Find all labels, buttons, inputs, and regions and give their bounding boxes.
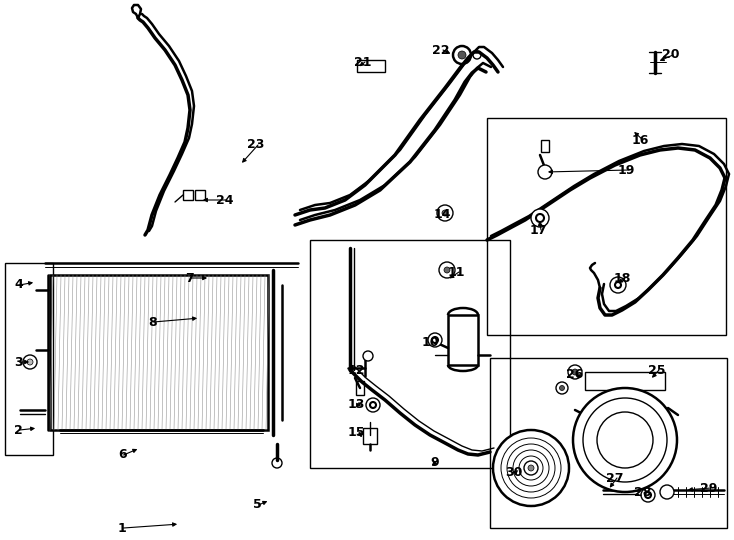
- Circle shape: [559, 386, 564, 390]
- Text: 8: 8: [148, 315, 156, 328]
- Circle shape: [641, 488, 655, 502]
- Text: 18: 18: [614, 272, 631, 285]
- Text: 1: 1: [118, 522, 127, 535]
- Bar: [585, 372, 665, 390]
- Circle shape: [458, 51, 466, 59]
- Text: 11: 11: [448, 266, 465, 279]
- Bar: [490, 358, 727, 528]
- Text: 17: 17: [530, 224, 548, 237]
- Bar: [357, 60, 385, 72]
- Text: 10: 10: [422, 335, 440, 348]
- Text: 3: 3: [14, 355, 23, 368]
- Bar: [541, 140, 549, 152]
- Circle shape: [615, 282, 621, 288]
- Circle shape: [27, 359, 33, 365]
- Bar: [5, 263, 53, 455]
- Text: 29: 29: [700, 482, 717, 495]
- Bar: [448, 315, 478, 365]
- Circle shape: [428, 333, 442, 347]
- Bar: [356, 381, 364, 395]
- Text: 15: 15: [348, 426, 366, 438]
- Circle shape: [573, 388, 677, 492]
- Text: 30: 30: [505, 465, 523, 478]
- Circle shape: [370, 402, 376, 408]
- Circle shape: [442, 210, 448, 216]
- Circle shape: [432, 337, 438, 343]
- Bar: [363, 428, 377, 444]
- Circle shape: [437, 205, 453, 221]
- Circle shape: [556, 382, 568, 394]
- Text: 27: 27: [606, 471, 623, 484]
- Circle shape: [610, 277, 626, 293]
- Circle shape: [444, 267, 450, 273]
- Text: 25: 25: [648, 363, 666, 376]
- Text: 21: 21: [354, 56, 371, 69]
- Text: 7: 7: [185, 272, 194, 285]
- Text: 12: 12: [348, 363, 366, 376]
- Bar: [310, 240, 510, 468]
- Text: 19: 19: [618, 164, 636, 177]
- Text: 2: 2: [14, 423, 23, 436]
- Circle shape: [531, 209, 549, 227]
- Circle shape: [363, 351, 373, 361]
- Circle shape: [660, 485, 674, 499]
- Text: 24: 24: [216, 193, 233, 206]
- Circle shape: [572, 369, 578, 375]
- Text: 16: 16: [632, 133, 650, 146]
- Text: 26: 26: [566, 368, 584, 381]
- Circle shape: [23, 355, 37, 369]
- Text: 23: 23: [247, 138, 264, 152]
- Bar: [195, 190, 205, 200]
- Circle shape: [366, 398, 380, 412]
- Circle shape: [536, 214, 544, 222]
- Text: 20: 20: [662, 49, 680, 62]
- Circle shape: [645, 492, 651, 498]
- Bar: [603, 477, 611, 487]
- Circle shape: [528, 465, 534, 471]
- Text: 9: 9: [430, 456, 439, 469]
- Text: 13: 13: [348, 399, 366, 411]
- Circle shape: [538, 165, 552, 179]
- Text: 5: 5: [253, 498, 262, 511]
- Bar: [183, 190, 193, 200]
- Circle shape: [524, 461, 538, 475]
- Text: 22: 22: [432, 44, 449, 57]
- Circle shape: [439, 262, 455, 278]
- Text: 6: 6: [118, 449, 127, 462]
- Text: 14: 14: [434, 208, 451, 221]
- Bar: [50, 275, 268, 430]
- Text: 28: 28: [634, 485, 651, 498]
- Bar: [487, 118, 726, 335]
- Text: 4: 4: [14, 279, 23, 292]
- Circle shape: [493, 430, 569, 506]
- Circle shape: [568, 365, 582, 379]
